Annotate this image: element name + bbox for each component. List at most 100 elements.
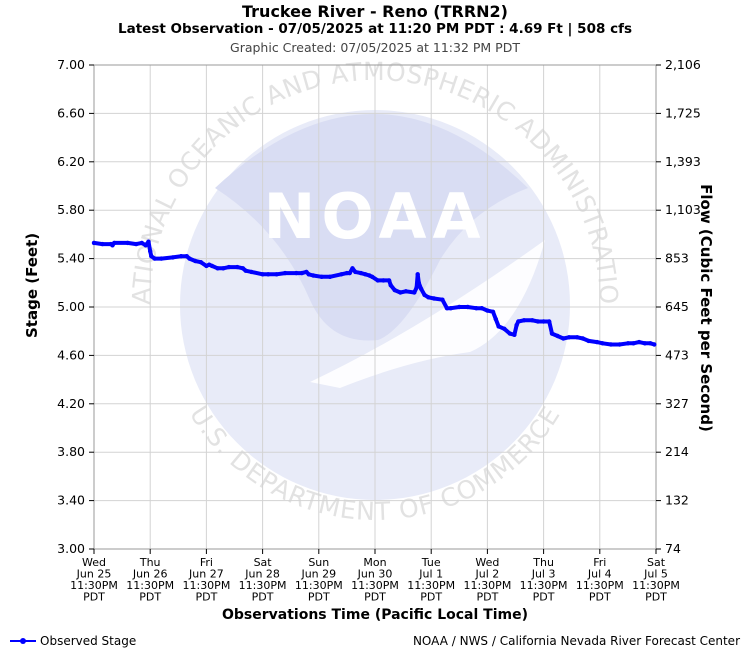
y-tick-label: 4.60 — [57, 347, 85, 362]
x-tick-label: PDT — [589, 591, 611, 604]
data-point — [282, 270, 288, 276]
y-right-tick-label: 327 — [665, 396, 689, 411]
data-point — [193, 258, 198, 264]
y-right-tick-label: 74 — [665, 541, 681, 556]
data-point — [91, 240, 97, 246]
y-right-tick-label: 132 — [665, 493, 689, 508]
y-tick-label: 4.20 — [57, 396, 85, 411]
y-axis-title-left: Stage (Feet) — [23, 232, 41, 338]
data-point — [146, 239, 151, 244]
series-observed-stage — [91, 239, 657, 347]
y-tick-label: 5.00 — [57, 299, 85, 314]
x-tick-label: PDT — [533, 591, 555, 604]
x-tick-label: 11:30PM — [126, 579, 174, 592]
y-tick-label: 6.60 — [57, 105, 85, 120]
data-point — [319, 274, 324, 279]
data-point — [350, 266, 355, 271]
legend-marker — [10, 638, 36, 644]
y-right-tick-label: 473 — [665, 347, 689, 362]
data-point — [363, 272, 368, 277]
data-point — [426, 295, 431, 300]
y-axis-right: 74 132 214 327 473 645 853 1,103 1,393 1,725 2,106 — [656, 57, 701, 556]
x-tick-label: Wed — [82, 556, 106, 569]
data-point — [479, 306, 484, 311]
x-tick-label: Jul 1 — [418, 568, 443, 581]
data-point — [299, 270, 305, 276]
data-point — [440, 297, 445, 302]
data-point — [100, 241, 105, 247]
watermark-gull — [215, 114, 528, 341]
data-point — [381, 278, 386, 283]
data-point — [403, 289, 409, 294]
data-point — [412, 290, 417, 295]
data-point — [580, 336, 586, 341]
x-axis-title: Observations Time (Pacific Local Time) — [222, 607, 528, 623]
latest-observation: Latest Observation - 07/05/2025 at 11:20… — [118, 21, 632, 37]
data-point — [418, 286, 424, 291]
data-point — [514, 323, 519, 328]
data-point — [198, 260, 203, 265]
x-tick-label: Fri — [593, 556, 606, 569]
data-point — [398, 290, 403, 295]
data-point — [370, 274, 375, 279]
data-point — [388, 283, 393, 288]
data-point — [631, 341, 636, 346]
data-point — [465, 304, 470, 310]
data-point — [566, 335, 572, 340]
y-right-tick-label: 2,106 — [665, 57, 701, 72]
x-tick-label: 11:30PM — [407, 579, 455, 592]
x-tick-label: Tue — [421, 556, 441, 569]
data-point — [392, 287, 397, 293]
data-point — [149, 254, 154, 259]
y-tick-label: 3.00 — [57, 541, 85, 556]
data-point — [112, 240, 117, 246]
data-point — [306, 272, 311, 277]
data-point — [575, 335, 580, 340]
data-point — [594, 339, 600, 345]
data-point — [431, 296, 437, 301]
data-point — [600, 341, 605, 346]
data-point — [266, 272, 271, 277]
x-tick-label: PDT — [195, 591, 217, 604]
x-tick-label: PDT — [645, 591, 667, 604]
chart-title: Truckee River - Reno (TRRN2) — [242, 2, 508, 21]
x-tick-label: Jun 26 — [132, 568, 168, 581]
data-point — [444, 306, 450, 311]
data-point — [143, 243, 148, 248]
data-point — [608, 342, 614, 347]
data-point — [507, 331, 513, 336]
data-point — [490, 309, 496, 314]
data-point — [457, 304, 462, 310]
x-tick-label: Jun 25 — [76, 568, 112, 581]
watermark-wave — [310, 240, 545, 388]
y-axis-title-right: Flow (Cubic Feet per Second) — [697, 184, 715, 432]
x-tick-label: 11:30PM — [576, 579, 624, 592]
data-point — [209, 263, 215, 269]
data-point — [474, 306, 479, 311]
noaa-watermark: NOAANATIONAL OCEANIC AND ATMOSPHERIC ADM… — [0, 0, 623, 526]
data-point — [496, 324, 501, 329]
x-tick-label: Thu — [532, 556, 554, 569]
x-tick-label: 11:30PM — [520, 579, 568, 592]
x-tick-label: 11:30PM — [182, 579, 230, 592]
data-point — [530, 318, 535, 323]
data-point — [215, 266, 220, 271]
data-point — [652, 342, 657, 347]
data-point — [358, 270, 364, 276]
x-tick-label: 11:30PM — [239, 579, 287, 592]
data-point — [339, 272, 344, 277]
x-tick-label: PDT — [364, 591, 386, 604]
data-point — [648, 341, 653, 346]
x-tick-label: Jun 30 — [357, 568, 393, 581]
data-point — [125, 240, 130, 246]
y-tick-label: 7.00 — [57, 57, 85, 72]
data-point — [422, 292, 427, 298]
x-tick-label: PDT — [308, 591, 330, 604]
y-tick-label: 3.80 — [57, 444, 85, 459]
x-tick-label: 11:30PM — [70, 579, 118, 592]
x-tick-label: Jul 5 — [643, 568, 668, 581]
data-point — [547, 319, 552, 324]
data-point — [243, 268, 248, 273]
data-point — [235, 264, 240, 270]
x-tick-label: Wed — [475, 556, 499, 569]
